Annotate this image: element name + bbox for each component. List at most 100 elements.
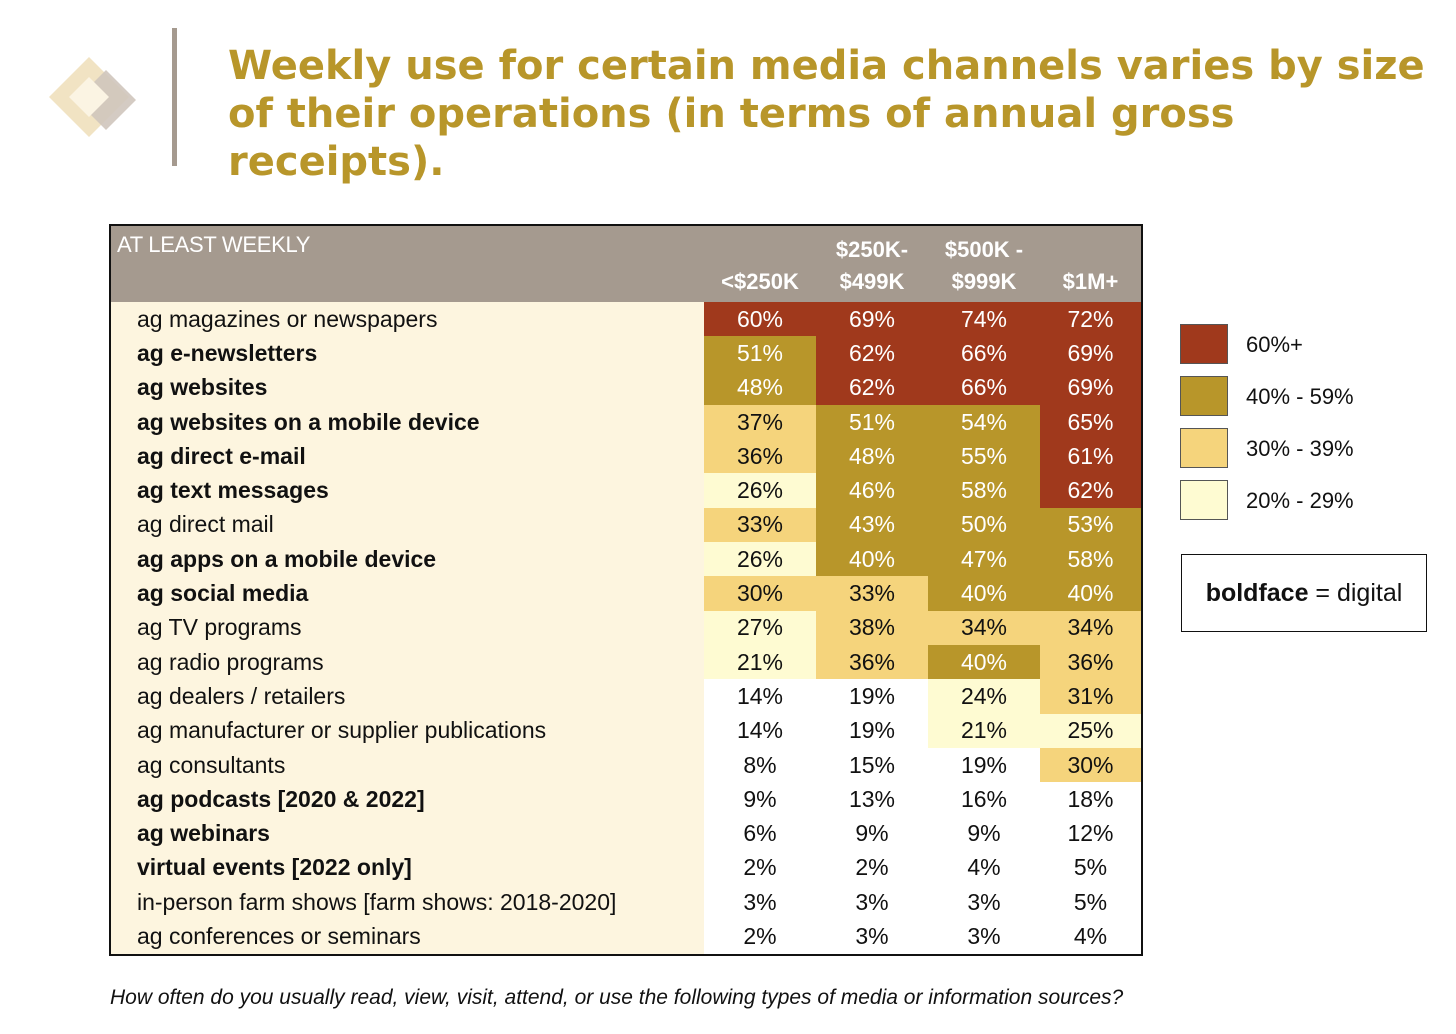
legend-item: 40% - 59% — [1180, 376, 1440, 418]
value-cell: 3% — [928, 919, 1040, 954]
column-header-line2: $999K — [951, 269, 1017, 294]
value-cell: 40% — [1040, 576, 1141, 611]
row-label: ag manufacturer or supplier publications — [111, 713, 704, 748]
table-row: ag websites 48% 62% 66% 69% — [111, 370, 1141, 405]
row-label: ag social media — [111, 576, 704, 611]
value-cell: 13% — [816, 782, 928, 817]
table-row: ag social media 30% 33% 40% 40% — [111, 576, 1141, 611]
value-cell: 36% — [704, 439, 816, 474]
row-label: ag podcasts [2020 & 2022] — [111, 782, 704, 817]
legend-item: 30% - 39% — [1180, 428, 1440, 470]
value-cell: 18% — [1040, 782, 1141, 817]
table-row: ag e-newsletters 51% 62% 66% 69% — [111, 336, 1141, 371]
value-cell: 5% — [1040, 885, 1141, 920]
column-header-line2: $1M+ — [1062, 269, 1119, 294]
legend-swatch — [1180, 480, 1228, 520]
value-cell: 74% — [928, 302, 1040, 337]
value-cell: 66% — [928, 370, 1040, 405]
value-cell: 21% — [704, 644, 816, 680]
value-cell: 19% — [816, 713, 928, 748]
row-label: ag radio programs — [111, 644, 704, 680]
row-label: ag dealers / retailers — [111, 679, 704, 714]
value-cell: 19% — [816, 679, 928, 714]
value-cell: 61% — [1040, 439, 1141, 474]
table-row: ag dealers / retailers 14% 19% 24% 31% — [111, 679, 1141, 714]
table-row: virtual events [2022 only] 2% 2% 4% 5% — [111, 850, 1141, 886]
value-cell: 48% — [816, 439, 928, 474]
value-cell: 62% — [816, 336, 928, 371]
value-cell: 3% — [704, 885, 816, 920]
diamond-logo-icon — [49, 57, 136, 137]
legend-label: 20% - 29% — [1246, 488, 1354, 513]
value-cell: 58% — [928, 473, 1040, 508]
value-cell: 40% — [928, 576, 1040, 611]
row-label: ag TV programs — [111, 610, 704, 645]
value-cell: 40% — [928, 644, 1040, 680]
value-cell: 9% — [816, 816, 928, 851]
legend-label: 40% - 59% — [1246, 384, 1354, 409]
value-cell: 69% — [816, 302, 928, 337]
value-cell: 38% — [816, 610, 928, 645]
value-cell: 66% — [928, 336, 1040, 371]
value-cell: 30% — [704, 576, 816, 611]
column-header-2: $250K- $499K — [816, 226, 928, 302]
value-cell: 24% — [928, 679, 1040, 714]
value-cell: 27% — [704, 610, 816, 645]
value-cell: 5% — [1040, 850, 1141, 886]
value-cell: 9% — [704, 782, 816, 817]
row-label: ag direct mail — [111, 507, 704, 543]
column-header-3: $500K - $999K — [928, 226, 1040, 302]
row-label: ag webinars — [111, 816, 704, 851]
value-cell: 62% — [816, 370, 928, 405]
value-cell: 3% — [816, 885, 928, 920]
row-label: ag consultants — [111, 747, 704, 783]
value-cell: 37% — [704, 404, 816, 440]
table-row: ag podcasts [2020 & 2022] 9% 13% 16% 18% — [111, 782, 1141, 817]
value-cell: 36% — [816, 644, 928, 680]
value-cell: 60% — [704, 302, 816, 337]
legend-swatch — [1180, 376, 1228, 416]
value-cell: 2% — [704, 850, 816, 886]
value-cell: 48% — [704, 370, 816, 405]
table-corner-label: AT LEAST WEEKLY — [111, 226, 704, 302]
value-cell: 3% — [816, 919, 928, 954]
value-cell: 26% — [704, 542, 816, 577]
table-row: ag apps on a mobile device 26% 40% 47% 58% — [111, 542, 1141, 577]
row-label: ag conferences or seminars — [111, 919, 704, 954]
value-cell: 69% — [1040, 370, 1141, 405]
row-label: ag websites on a mobile device — [111, 404, 704, 440]
legend-item: 20% - 29% — [1180, 480, 1440, 522]
table-row: ag consultants 8% 15% 19% 30% — [111, 747, 1141, 783]
value-cell: 55% — [928, 439, 1040, 474]
note-rest: = digital — [1308, 578, 1403, 607]
value-cell: 50% — [928, 507, 1040, 543]
value-cell: 58% — [1040, 542, 1141, 577]
table-header-row: AT LEAST WEEKLY <$250K $250K- $499K $500K… — [111, 226, 1141, 302]
table-row: in-person farm shows [farm shows: 2018-2… — [111, 885, 1141, 920]
value-cell: 53% — [1040, 507, 1141, 543]
value-cell: 69% — [1040, 336, 1141, 371]
value-cell: 25% — [1040, 713, 1141, 748]
table-row: ag conferences or seminars 2% 3% 3% 4% — [111, 919, 1141, 954]
value-cell: 4% — [928, 850, 1040, 886]
boldface-note: boldface = digital — [1181, 554, 1427, 632]
value-cell: 8% — [704, 747, 816, 783]
value-cell: 43% — [816, 507, 928, 543]
column-header-line1: $500K - — [944, 237, 1024, 262]
value-cell: 47% — [928, 542, 1040, 577]
column-header-line2: <$250K — [721, 269, 799, 294]
value-cell: 51% — [816, 404, 928, 440]
table-row: ag text messages 26% 46% 58% 62% — [111, 473, 1141, 508]
legend-swatch — [1180, 428, 1228, 468]
value-cell: 14% — [704, 713, 816, 748]
value-cell: 19% — [928, 747, 1040, 783]
value-cell: 72% — [1040, 302, 1141, 337]
value-cell: 4% — [1040, 919, 1141, 954]
value-cell: 34% — [1040, 610, 1141, 645]
value-cell: 3% — [928, 885, 1040, 920]
row-label: virtual events [2022 only] — [111, 850, 704, 886]
value-cell: 21% — [928, 713, 1040, 748]
title-divider — [172, 28, 177, 166]
table-row: ag websites on a mobile device 37% 51% 54% 6… — [111, 404, 1141, 440]
row-label: ag e-newsletters — [111, 336, 704, 371]
